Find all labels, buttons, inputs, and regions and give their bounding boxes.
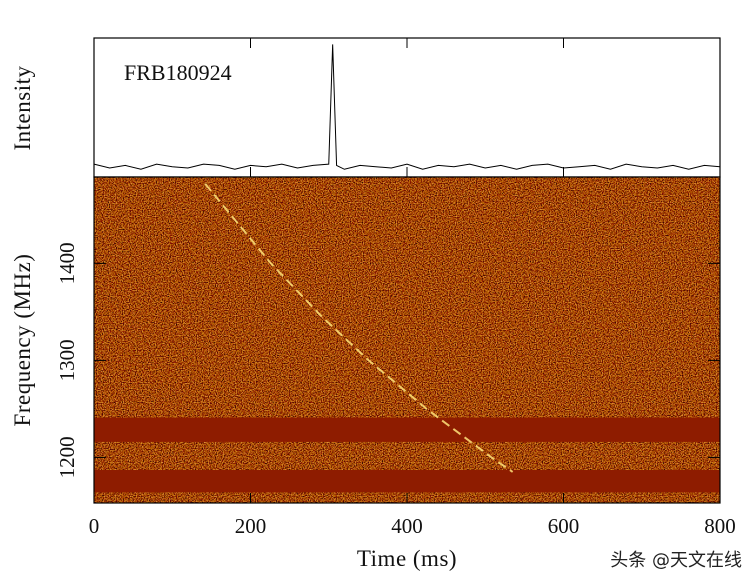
x-tick-label: 0: [89, 514, 100, 538]
y-tick-label: 1300: [55, 339, 79, 381]
x-tick-label: 400: [391, 514, 423, 538]
y-tick-label: 1200: [55, 436, 79, 478]
masked-band: [94, 417, 720, 442]
plot-layer: 0 200 400 600 800 1200 1300 1400: [55, 37, 736, 538]
x-axis-label: Time (ms): [357, 546, 457, 571]
y-tick-label: 1400: [55, 242, 79, 284]
x-tick-label: 200: [235, 514, 267, 538]
burst-sweep: [204, 183, 514, 473]
x-tick-label: 800: [704, 514, 736, 538]
spectrum-noise: [94, 177, 720, 503]
panel-bg: [94, 38, 720, 177]
top-y-label: Intensity: [10, 66, 35, 151]
masked-band: [94, 470, 720, 493]
top-title: FRB180924: [124, 60, 232, 85]
intensity-line: [93, 44, 721, 170]
watermark: 头条 @天文在线: [610, 550, 742, 571]
spectrum: [94, 177, 720, 503]
y-axis-label: Frequency (MHz): [10, 254, 35, 427]
x-tick-label: 600: [548, 514, 580, 538]
